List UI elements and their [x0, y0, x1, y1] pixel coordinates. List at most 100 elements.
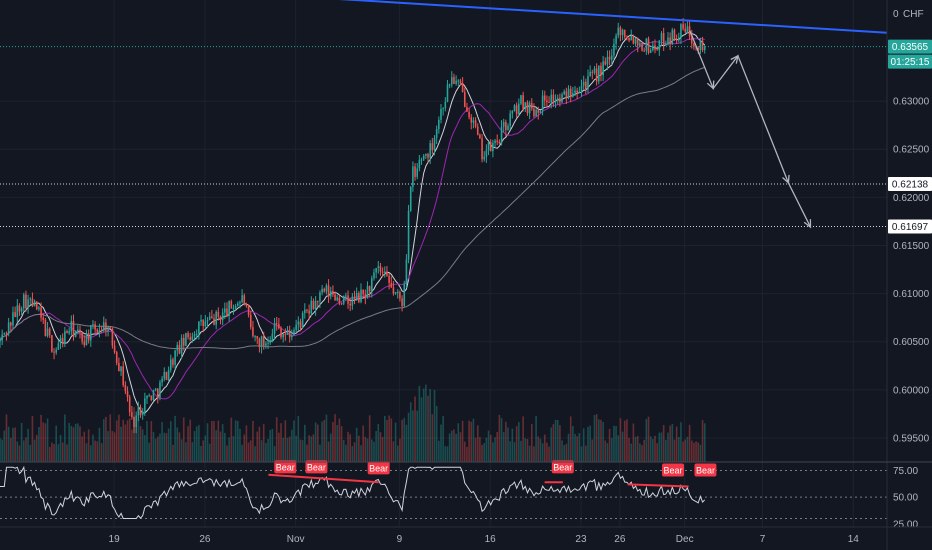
volume-bar: [224, 432, 226, 462]
candle-body: [414, 166, 416, 177]
volume-bar: [388, 415, 390, 462]
candle: [327, 279, 330, 303]
volume-bar: [206, 423, 209, 462]
candle: [269, 336, 272, 345]
candle: [533, 103, 535, 118]
volume-bar: [444, 446, 447, 462]
candle-body: [561, 94, 563, 103]
candle: [275, 316, 278, 331]
candle-body: [643, 50, 646, 52]
candle-body: [371, 278, 373, 292]
candle: [481, 134, 483, 163]
volume-bar: [282, 437, 284, 462]
candle: [595, 63, 598, 86]
volume-bar: [312, 434, 315, 462]
candle: [273, 318, 276, 340]
candle: [323, 287, 326, 293]
candle: [291, 329, 293, 341]
candle: [64, 326, 66, 347]
candle-body: [381, 271, 384, 273]
candle-body: [485, 150, 488, 157]
candle: [105, 318, 107, 337]
candle: [684, 23, 687, 34]
candle-body: [163, 371, 166, 379]
candle-body: [684, 28, 687, 32]
candle: [487, 141, 490, 156]
candle-body: [470, 117, 473, 123]
candle-body: [202, 319, 205, 327]
candle-body: [14, 312, 16, 317]
volume-bar: [392, 441, 395, 462]
volume-bar: [219, 431, 222, 462]
drawings[interactable]: [198, 0, 888, 229]
volume-bar: [459, 432, 462, 462]
candle-body: [647, 38, 650, 53]
volume-bar: [492, 442, 494, 462]
volume-bar: [543, 434, 546, 462]
volume-bar: [613, 425, 615, 462]
volume-bar: [98, 427, 101, 462]
volume-bar: [288, 436, 291, 462]
volume-bar: [377, 423, 380, 462]
volume-bar: [580, 446, 583, 462]
candle-body: [652, 45, 654, 51]
candle: [144, 392, 146, 416]
candle-body: [567, 88, 570, 99]
volume-bar: [327, 441, 330, 462]
candle-body: [569, 88, 572, 97]
volume-bar: [541, 443, 544, 462]
volume-bar: [51, 442, 53, 462]
volume-bar: [102, 419, 105, 462]
volume-bar: [502, 431, 505, 462]
candle: [587, 69, 589, 94]
volume-bar: [528, 445, 531, 462]
x-tick-label: 7: [760, 534, 766, 545]
price-tag: [888, 54, 932, 69]
volume-bar: [319, 444, 321, 462]
candle-body: [306, 309, 308, 311]
volume-bar: [7, 426, 10, 462]
candle-body: [139, 407, 142, 416]
candle: [563, 89, 566, 96]
candle-body: [669, 37, 671, 44]
volume-bar: [198, 424, 200, 462]
candle: [703, 45, 706, 54]
volume-bar: [448, 433, 451, 462]
candle-body: [48, 328, 51, 336]
x-tick-label: 26: [199, 534, 211, 545]
volume-bar: [148, 442, 150, 462]
candle: [427, 152, 429, 163]
candle-body: [77, 329, 79, 332]
volume-bar: [178, 432, 181, 462]
volume-bar: [340, 426, 343, 462]
volume-bar: [3, 430, 6, 462]
candle-body: [46, 328, 49, 337]
candle-body: [621, 29, 624, 36]
volume-bar: [33, 439, 36, 462]
candle: [388, 273, 390, 290]
bear-label-text: Bear: [664, 466, 683, 476]
candle: [572, 87, 574, 98]
volume-bar: [695, 441, 697, 462]
candle: [494, 138, 496, 147]
candle-body: [677, 37, 680, 41]
volume-bar: [396, 445, 399, 462]
volume-bar: [226, 445, 228, 462]
candle-body: [578, 91, 581, 93]
price-tag: [888, 219, 932, 234]
volume-bar: [515, 426, 518, 462]
volume-bar: [440, 424, 442, 462]
candle: [282, 333, 284, 343]
volume-bar: [693, 442, 695, 462]
candle-body: [323, 288, 326, 292]
candle-body: [79, 329, 81, 333]
volume-bar: [174, 415, 176, 462]
candle-body: [541, 95, 544, 111]
candle-body: [450, 77, 453, 85]
candle: [321, 284, 323, 296]
candle: [522, 91, 524, 112]
candle: [16, 299, 19, 323]
candle-body: [347, 295, 349, 304]
candle-body: [585, 81, 587, 90]
